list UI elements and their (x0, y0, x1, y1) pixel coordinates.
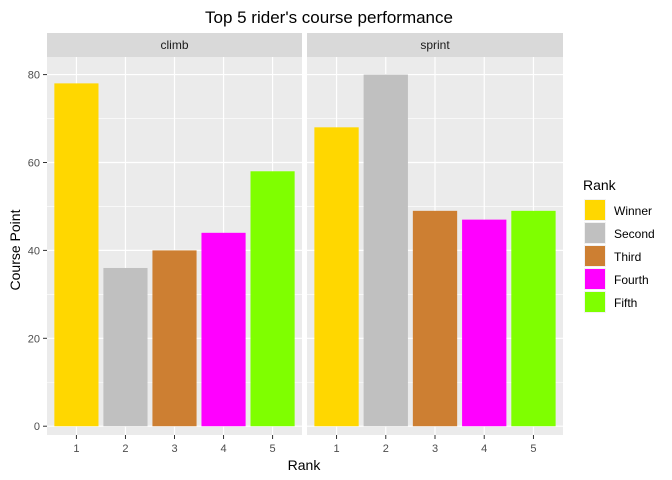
facet-panel-sprint: sprint 1 2 3 4 5 (307, 33, 563, 455)
legend-swatch (585, 200, 605, 220)
x-axis-title: Rank (288, 457, 322, 473)
x-tick-label: 2 (122, 443, 128, 455)
legend-label: Third (614, 250, 641, 264)
x-tick-label: 4 (220, 443, 226, 455)
legend-swatch (585, 292, 605, 312)
legend-item-winner: Winner (584, 199, 652, 221)
x-tick-label: 4 (481, 443, 487, 455)
bar-sprint-2 (363, 74, 408, 427)
strip-label-climb: climb (160, 38, 188, 52)
legend-label: Fourth (614, 273, 649, 287)
x-tick-label: 5 (270, 443, 276, 455)
x-tick-label: 3 (432, 443, 438, 455)
legend-swatch (585, 246, 605, 266)
bar-climb-1 (54, 83, 99, 427)
y-tick-label: 20 (28, 333, 40, 345)
legend-item-fifth: Fifth (584, 291, 637, 313)
legend-label: Winner (614, 204, 652, 218)
bar-sprint-3 (412, 210, 458, 427)
legend-title: Rank (583, 177, 617, 193)
legend-label: Fifth (614, 296, 637, 310)
x-tick-label: 5 (530, 443, 536, 455)
legend-swatch (585, 223, 605, 243)
x-tick-label: 1 (73, 443, 79, 455)
y-axis-title: Course Point (7, 209, 23, 290)
bar-climb-3 (152, 250, 197, 427)
bar-climb-5 (250, 171, 295, 427)
legend-label: Second (614, 227, 655, 241)
y-tick-label: 60 (28, 157, 40, 169)
strip-label-sprint: sprint (420, 38, 450, 52)
bar-sprint-5 (511, 210, 556, 427)
legend-item-third: Third (584, 245, 641, 267)
chart-title: Top 5 rider's course performance (205, 8, 453, 27)
legend-swatch (585, 269, 605, 289)
legend: Rank Winner Second Third Fourth Fifth (583, 177, 655, 313)
bar-climb-2 (103, 267, 148, 427)
facet-panels: climb 1 2 3 4 5 sprint 1 2 3 4 5 (47, 33, 563, 455)
strip-climb (47, 33, 302, 57)
bar-sprint-4 (462, 219, 507, 427)
x-tick-label: 1 (333, 443, 339, 455)
facet-panel-climb: climb 1 2 3 4 5 (47, 33, 302, 455)
legend-item-second: Second (584, 222, 655, 244)
strip-sprint (307, 33, 563, 57)
y-tick-label: 40 (28, 245, 40, 257)
bar-sprint-1 (314, 127, 359, 427)
bar-climb-4 (201, 232, 246, 427)
x-tick-label: 2 (383, 443, 389, 455)
y-tick-label: 80 (28, 70, 40, 82)
y-axis: 0 20 40 60 80 (28, 70, 47, 433)
x-tick-label: 3 (171, 443, 177, 455)
y-tick-label: 0 (34, 421, 40, 433)
legend-item-fourth: Fourth (584, 268, 649, 290)
